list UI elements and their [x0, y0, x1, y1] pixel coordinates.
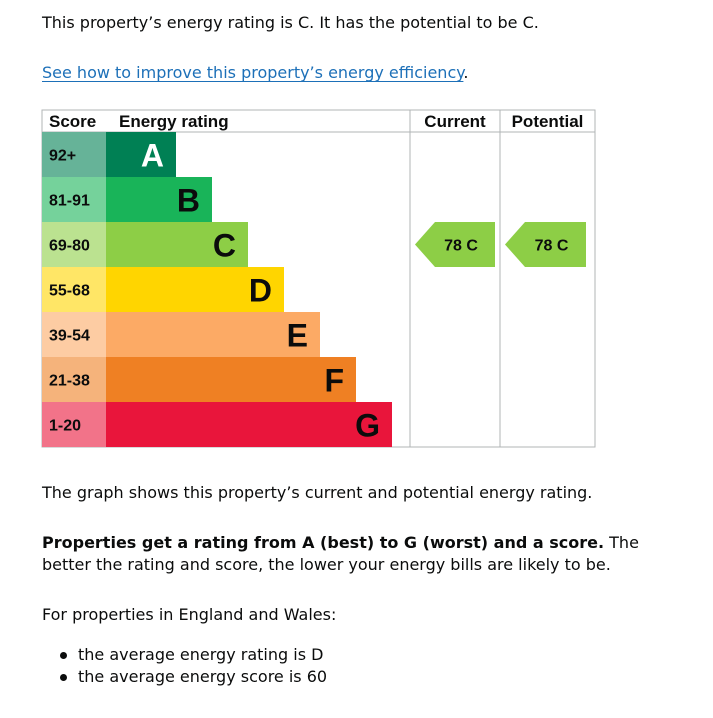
band-letter-b: B [177, 183, 200, 219]
current-header: Current [424, 112, 486, 131]
potential-rating-label: 78 C [535, 238, 569, 255]
average-score-item: the average energy score is 60 [42, 666, 327, 688]
score-range-a: 92+ [49, 148, 76, 165]
score-range-g: 1-20 [49, 418, 81, 435]
ratings-explanation-rest: The better the rating and score, the low… [42, 533, 639, 574]
score-cell-f [42, 357, 106, 402]
score-range-f: 21-38 [49, 373, 90, 390]
score-cell-b [42, 177, 106, 222]
score-range-d: 55-68 [49, 283, 90, 300]
improve-link-paragraph: See how to improve this property’s energ… [42, 62, 469, 84]
chart-headers: Score Energy rating Current Potential [49, 112, 583, 131]
energy-rating-header: Energy rating [119, 112, 229, 131]
band-letter-a: A [141, 138, 164, 174]
band-letter-f: F [324, 363, 344, 399]
band-bar-g [106, 402, 392, 447]
current-rating-label: 78 C [444, 238, 478, 255]
score-range-c: 69-80 [49, 238, 90, 255]
band-bar-e [106, 312, 320, 357]
ratings-explanation: Properties get a rating from A (best) to… [42, 532, 642, 576]
improve-efficiency-link[interactable]: See how to improve this property’s energ… [42, 63, 464, 82]
improve-link-suffix: . [463, 63, 469, 82]
score-range-e: 39-54 [49, 328, 90, 345]
score-cell-a [42, 132, 106, 177]
score-cell-e [42, 312, 106, 357]
energy-rating-chart: Score Energy rating Current Potential 92+ A 8… [41, 109, 596, 448]
ratings-explanation-bold: Properties get a rating from A (best) to… [42, 533, 605, 552]
score-cell-d [42, 267, 106, 312]
band-letter-d: D [249, 273, 272, 309]
band-letter-c: C [213, 228, 236, 264]
band-letter-e: E [287, 318, 308, 354]
graph-description: The graph shows this property’s current … [42, 483, 593, 502]
potential-arrow [505, 222, 586, 267]
rating-summary: This property’s energy rating is C. It h… [42, 13, 539, 32]
region-intro: For properties in England and Wales: [42, 605, 337, 624]
band-letter-g: G [355, 408, 380, 444]
band-bar-a [106, 132, 176, 177]
score-cell-c [42, 222, 106, 267]
band-bar-d [106, 267, 284, 312]
score-cell-g [42, 402, 106, 447]
averages-list: the average energy rating is D the avera… [42, 644, 327, 688]
rating-bands: 92+ A 81-91 B 69-80 C 55-68 D 39-54 E 21-38 F 1-20 G [42, 132, 392, 447]
band-bar-f [106, 357, 356, 402]
current-arrow [415, 222, 495, 267]
band-bar-b [106, 177, 212, 222]
rating-arrows: 78 C 78 C [415, 222, 586, 267]
band-bar-c [106, 222, 248, 267]
potential-header: Potential [512, 112, 584, 131]
score-range-b: 81-91 [49, 193, 90, 210]
score-header: Score [49, 112, 96, 131]
average-rating-item: the average energy rating is D [42, 644, 327, 666]
